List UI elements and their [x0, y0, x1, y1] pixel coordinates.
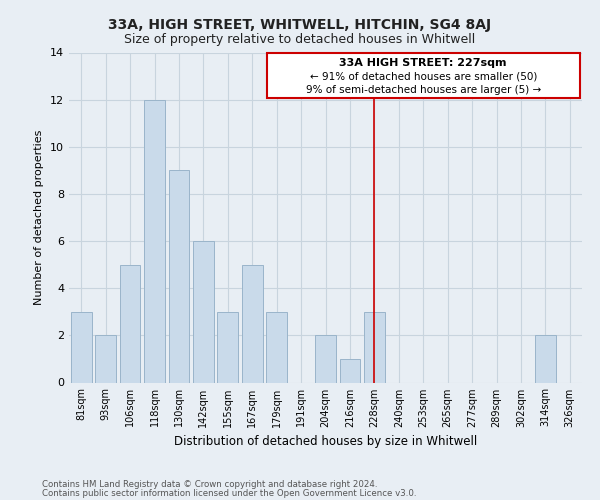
FancyBboxPatch shape	[267, 52, 580, 98]
Bar	[364, 312, 385, 382]
X-axis label: Distribution of detached houses by size in Whitwell: Distribution of detached houses by size …	[174, 435, 477, 448]
Bar	[169, 170, 190, 382]
Y-axis label: Number of detached properties: Number of detached properties	[34, 130, 44, 305]
Bar	[71, 312, 92, 382]
Text: Contains public sector information licensed under the Open Government Licence v3: Contains public sector information licen…	[42, 489, 416, 498]
Bar	[315, 336, 336, 382]
Bar	[242, 264, 263, 382]
Bar	[535, 336, 556, 382]
Bar	[266, 312, 287, 382]
Text: ← 91% of detached houses are smaller (50): ← 91% of detached houses are smaller (50…	[310, 72, 537, 82]
Text: Size of property relative to detached houses in Whitwell: Size of property relative to detached ho…	[124, 34, 476, 46]
Bar	[144, 100, 165, 383]
Text: Contains HM Land Registry data © Crown copyright and database right 2024.: Contains HM Land Registry data © Crown c…	[42, 480, 377, 489]
Bar	[217, 312, 238, 382]
Text: 33A HIGH STREET: 227sqm: 33A HIGH STREET: 227sqm	[340, 58, 507, 68]
Bar	[95, 336, 116, 382]
Text: 9% of semi-detached houses are larger (5) →: 9% of semi-detached houses are larger (5…	[305, 85, 541, 95]
Text: 33A, HIGH STREET, WHITWELL, HITCHIN, SG4 8AJ: 33A, HIGH STREET, WHITWELL, HITCHIN, SG4…	[109, 18, 491, 32]
Bar	[340, 359, 361, 382]
Bar	[193, 241, 214, 382]
Bar	[119, 264, 140, 382]
